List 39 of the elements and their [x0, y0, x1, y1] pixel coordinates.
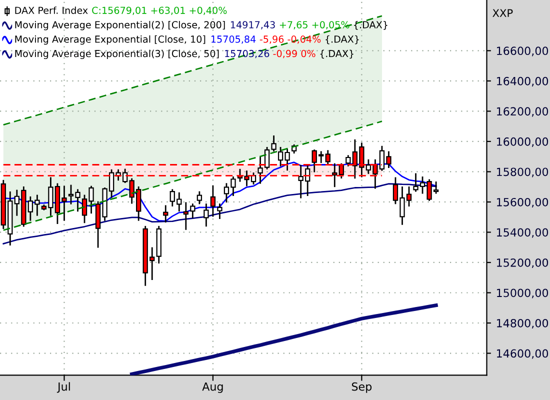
y-tick-label: 15600,00 — [497, 198, 548, 208]
x-tick-label: Jul — [56, 382, 70, 393]
annotation: 14917,43 — [230, 21, 275, 30]
candlestick — [204, 204, 209, 227]
candlestick — [190, 204, 196, 218]
legend-label: Moving Average Exponential [Close, 10] — [15, 35, 206, 45]
annotation: {.DAX} — [320, 50, 354, 59]
y-tick-label: 14600,00 — [497, 349, 548, 359]
y-tick-label: 15000,00 — [497, 288, 548, 298]
legend-label: Moving Average Exponential(2) [Close, 200] — [15, 20, 225, 30]
candlestick — [346, 155, 351, 166]
y-tick-label: 16000,00 — [497, 137, 548, 147]
candlestick — [183, 202, 188, 230]
line-series — [2, 120, 383, 231]
text: DAX Perf. Index — [15, 6, 88, 14]
annotation: C:15679,01 +63,01 +0,40% — [92, 6, 227, 15]
annotation: {.DAX} — [326, 35, 359, 44]
annotation: 15703,26 — [225, 50, 270, 58]
candlestick — [217, 204, 222, 220]
y-tick-label: 14800,00 — [497, 318, 548, 329]
annotation: {.DAX} — [354, 20, 388, 30]
x-tick-label: Sep — [352, 382, 372, 393]
y-tick-label: 16400,00 — [497, 76, 548, 86]
x-tick-label: Aug — [202, 382, 223, 393]
candlestick — [210, 185, 216, 217]
line-series — [130, 304, 438, 376]
candlestick — [196, 191, 202, 204]
y-tick-label: 16600,00 — [497, 46, 548, 56]
text: XXP — [492, 9, 513, 17]
annotation: +7,65 +0,05% — [280, 21, 350, 30]
y-tick-label: 15800,00 — [497, 168, 548, 178]
y-tick-label: 16200,00 — [497, 107, 548, 117]
legend-label: Moving Average Exponential(3) [Close, 50] — [15, 50, 219, 60]
annotation: 15705,84 — [211, 36, 256, 44]
y-tick-label: 15400,00 — [497, 228, 548, 238]
annotation: -0,99 0% — [273, 50, 316, 58]
line-series — [2, 183, 437, 244]
candlestick — [163, 205, 168, 222]
y-tick-label: 15200,00 — [497, 258, 548, 268]
